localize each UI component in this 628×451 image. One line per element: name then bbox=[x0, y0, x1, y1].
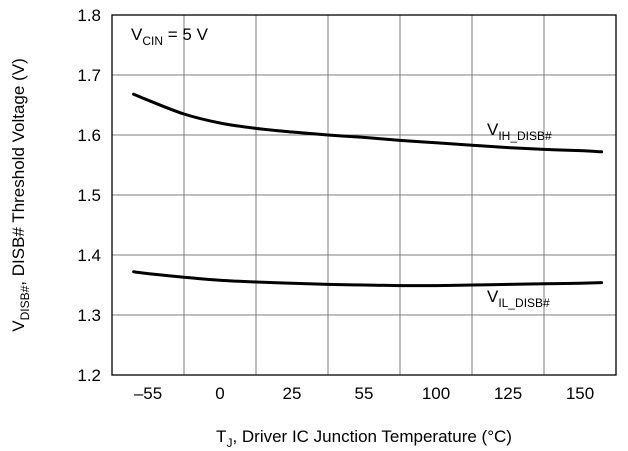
x-axis-label: TJ, Driver IC Junction Temperature (°C) bbox=[216, 427, 512, 450]
plot-frame bbox=[111, 14, 617, 376]
x-tick-label: 125 bbox=[494, 384, 522, 403]
x-tick-label: –55 bbox=[134, 384, 162, 403]
x-tick-label: 25 bbox=[283, 384, 302, 403]
x-tick-label: 150 bbox=[566, 384, 594, 403]
y-tick-label: 1.8 bbox=[77, 6, 101, 25]
series-line-vih-disb bbox=[132, 92, 604, 154]
x-tick-label: 55 bbox=[355, 384, 374, 403]
y-tick-label: 1.2 bbox=[77, 366, 101, 385]
series-layer bbox=[132, 92, 604, 288]
series-label-vil: VIL_DISB# bbox=[487, 287, 550, 310]
y-axis-label: VDISB#, DISB# Threshold Voltage (V) bbox=[9, 58, 32, 331]
x-tick-label: 100 bbox=[422, 384, 450, 403]
y-tick-label: 1.5 bbox=[77, 186, 101, 205]
y-tick-labels: 1.2 1.3 1.4 1.5 1.6 1.7 1.8 bbox=[77, 6, 101, 385]
y-tick-label: 1.6 bbox=[77, 126, 101, 145]
grid bbox=[112, 15, 616, 375]
x-tick-labels: –55 0 25 55 100 125 150 bbox=[134, 384, 594, 403]
series-line-vil-disb bbox=[132, 270, 604, 288]
y-tick-label: 1.4 bbox=[77, 246, 101, 265]
y-tick-label: 1.3 bbox=[77, 306, 101, 325]
series-label-vih: VIH_DISB# bbox=[487, 120, 552, 143]
y-tick-label: 1.7 bbox=[77, 66, 101, 85]
condition-annotation: VCIN = 5 V bbox=[131, 25, 209, 48]
x-tick-label: 0 bbox=[215, 384, 224, 403]
